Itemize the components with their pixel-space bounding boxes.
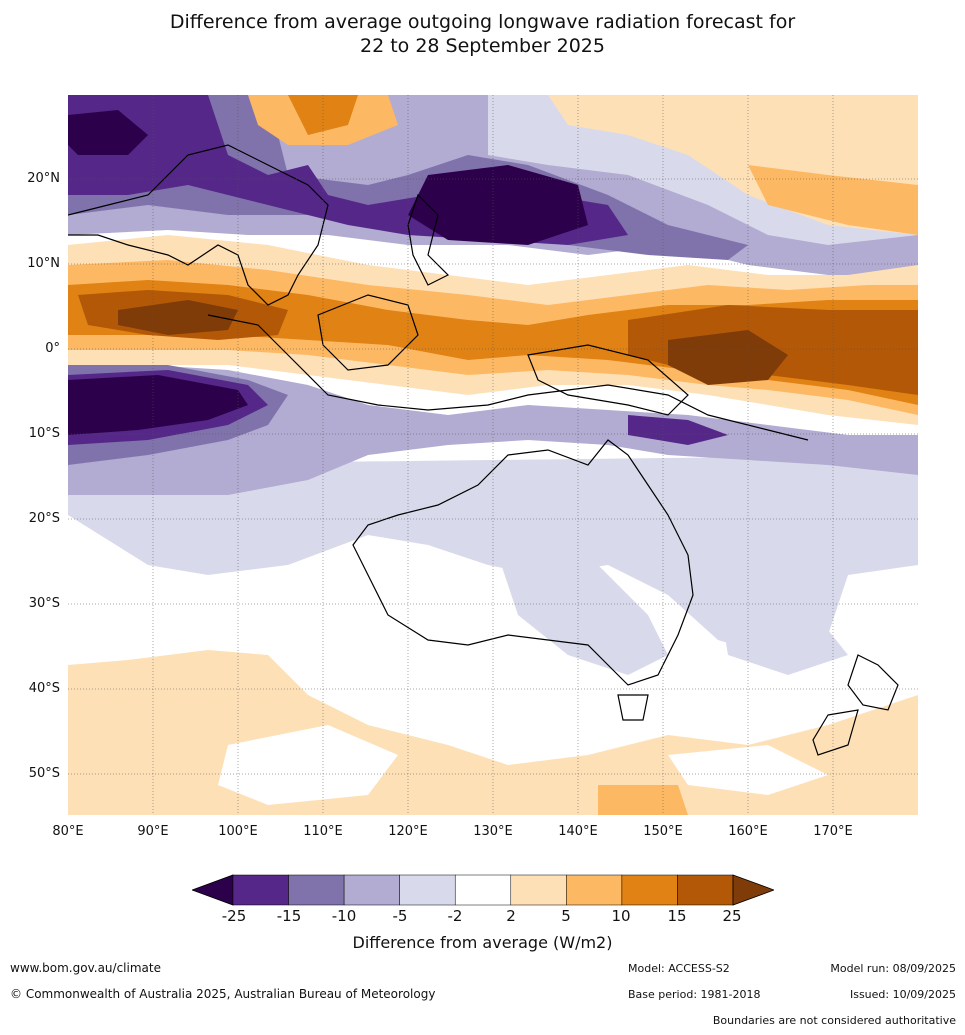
contour-darkest-purple-north — [408, 165, 588, 245]
colorbar-swatch — [399, 874, 456, 906]
lon-label-150e: 150°E — [643, 824, 683, 839]
title-line-1: Difference from average outgoing longwav… — [169, 11, 796, 33]
gridlines — [68, 95, 918, 815]
lat-label-30s: 30°S — [28, 596, 60, 611]
lat-label-10s: 10°S — [28, 426, 60, 441]
map-canvas — [68, 95, 918, 815]
colorbar-swatch — [232, 874, 289, 906]
colorbar-tick: 2 — [506, 907, 516, 925]
colorbar — [192, 874, 774, 906]
colorbar-tick: -15 — [276, 907, 302, 925]
contour-darkest-purple-nw — [68, 110, 148, 155]
new-guinea-coastline — [527, 344, 689, 416]
asia-coastline — [68, 144, 329, 306]
lon-label-130e: 130°E — [473, 824, 513, 839]
contour-darkest-brown-eq-east — [668, 330, 788, 385]
contour-white-south-patch — [218, 725, 398, 805]
lat-label-0: 0° — [45, 341, 60, 356]
lat-label-50s: 50°S — [28, 766, 60, 781]
colorbar-tick: -2 — [447, 907, 463, 925]
base-period-text: Base period: 1981-2018 — [628, 988, 761, 1001]
contour-dark-orange-north-2 — [288, 95, 358, 135]
lat-label-20n: 20°N — [27, 171, 60, 186]
lon-label-110e: 110°E — [303, 824, 343, 839]
contour-darkest-purple-south — [68, 375, 248, 435]
lon-label-170e: 170°E — [813, 824, 853, 839]
colorbar-tick: 5 — [561, 907, 571, 925]
contour-light-purple-nz — [718, 595, 848, 675]
contour-light-purple-aus — [498, 555, 668, 675]
lat-label-10n: 10°N — [27, 256, 60, 271]
colorbar-tick: -10 — [331, 907, 357, 925]
lon-label-90e: 90°E — [137, 824, 169, 839]
colorbar-tick: -25 — [221, 907, 247, 925]
colorbar-extend-low — [192, 874, 234, 906]
lon-label-80e: 80°E — [52, 824, 84, 839]
contour-orange-south-patch — [598, 785, 688, 815]
lon-label-120e: 120°E — [388, 824, 428, 839]
colorbar-extend-high — [732, 874, 774, 906]
model-text: Model: ACCESS-S2 — [628, 962, 730, 975]
borneo-coastline — [317, 294, 419, 371]
coastlines — [68, 144, 899, 756]
colorbar-label: Difference from average (W/m2) — [352, 933, 613, 952]
philippines-coastline — [407, 193, 450, 286]
australia-coastline — [352, 439, 694, 686]
colorbar-swatch — [510, 874, 567, 906]
colorbar-tick: 10 — [611, 907, 631, 925]
contour-darkest-brown-eq-west — [118, 300, 238, 335]
lat-label-20s: 20°S — [28, 511, 60, 526]
model-run-text: Model run: 08/09/2025 — [830, 962, 956, 975]
tasmania-coastline — [617, 694, 649, 721]
indonesia-coastline — [207, 314, 809, 441]
colorbar-swatch — [621, 874, 678, 906]
colorbar-tick: 15 — [667, 907, 687, 925]
website-link[interactable]: www.bom.gov.au/climate — [10, 961, 161, 975]
colorbar-tick: 25 — [722, 907, 742, 925]
disclaimer-text: Boundaries are not considered authoritat… — [712, 1014, 956, 1027]
colorbar-swatch — [343, 874, 400, 906]
issued-text: Issued: 10/09/2025 — [849, 988, 956, 1001]
copyright-text: © Commonwealth of Australia 2025, Austra… — [10, 987, 436, 1001]
colorbar-swatch — [677, 874, 734, 906]
colorbar-swatches — [192, 874, 774, 906]
lat-label-40s: 40°S — [28, 681, 60, 696]
forecast-map — [68, 95, 918, 815]
lon-label-100e: 100°E — [218, 824, 258, 839]
map-title: Difference from average outgoing longwav… — [0, 10, 965, 58]
colorbar-swatch — [454, 874, 512, 906]
colorbar-swatch — [566, 874, 623, 906]
colorbar-tick: -5 — [392, 907, 408, 925]
title-line-2: 22 to 28 September 2025 — [360, 35, 605, 57]
lon-label-140e: 140°E — [558, 824, 598, 839]
lon-label-160e: 160°E — [728, 824, 768, 839]
contour-purple-south-east — [628, 415, 728, 445]
colorbar-swatch — [288, 874, 345, 906]
